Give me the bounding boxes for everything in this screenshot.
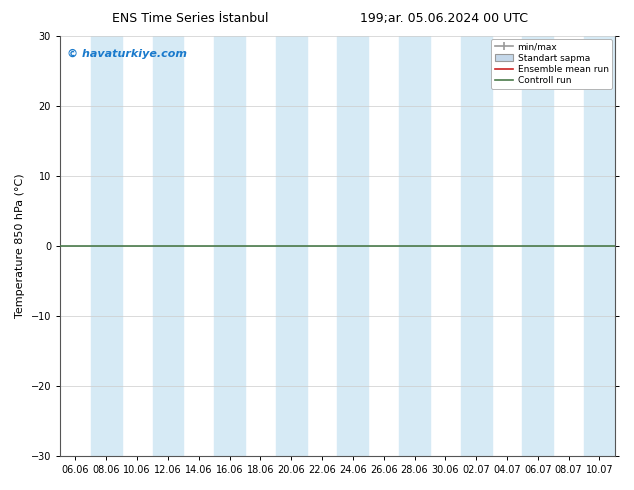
Bar xyxy=(153,36,183,456)
Bar xyxy=(214,36,245,456)
Text: © havaturkiye.com: © havaturkiye.com xyxy=(67,49,187,59)
Bar xyxy=(91,36,122,456)
Text: 199;ar. 05.06.2024 00 UTC: 199;ar. 05.06.2024 00 UTC xyxy=(360,12,527,25)
Bar xyxy=(337,36,368,456)
Bar xyxy=(522,36,553,456)
Legend: min/max, Standart sapma, Ensemble mean run, Controll run: min/max, Standart sapma, Ensemble mean r… xyxy=(491,39,612,89)
Y-axis label: Temperature 850 hPa (°C): Temperature 850 hPa (°C) xyxy=(15,174,25,318)
Bar xyxy=(276,36,307,456)
Bar xyxy=(584,36,615,456)
Bar xyxy=(461,36,491,456)
Text: ENS Time Series İstanbul: ENS Time Series İstanbul xyxy=(112,12,268,25)
Bar xyxy=(399,36,430,456)
